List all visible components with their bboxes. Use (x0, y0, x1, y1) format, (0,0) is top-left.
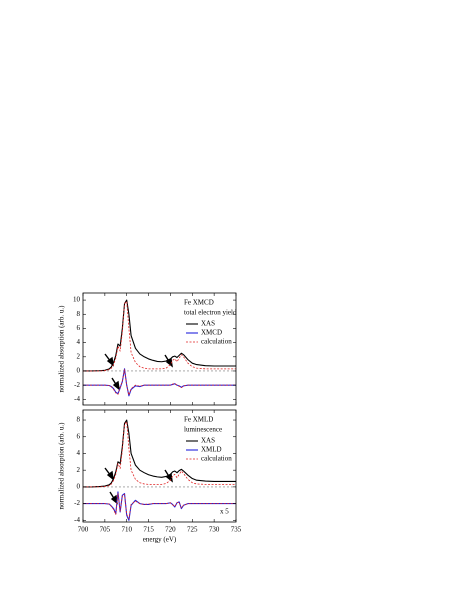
plot-frame (82, 292, 237, 406)
series-line (83, 421, 236, 488)
series-line (83, 419, 236, 488)
series-line (83, 491, 236, 521)
scale-note: x 5 (220, 508, 229, 516)
legend-label: calculation (201, 455, 232, 463)
x-tick-label: 720 (165, 526, 176, 534)
annotation: Fe XMCD (184, 299, 214, 307)
y-tick-label: 4 (77, 449, 81, 457)
y-axis-label: normalized absorption (arb. u.) (58, 422, 66, 510)
legend-label: calculation (201, 338, 232, 346)
y-tick-label: 6 (77, 324, 81, 332)
series-line (83, 369, 236, 396)
y-tick-label: 2 (77, 466, 81, 474)
y-tick-label: 2 (77, 352, 81, 360)
y-tick-label: 8 (77, 416, 81, 424)
legend-label: XAS (201, 437, 215, 445)
y-tick-label: 8 (77, 310, 81, 318)
series-line (83, 301, 236, 372)
series-line (83, 493, 236, 520)
x-axis-label: energy (eV) (143, 536, 177, 544)
y-tick-label: -4 (74, 395, 80, 403)
y-axis-label: normalized absorption (arb. u.) (58, 305, 66, 393)
y-tick-label: 10 (73, 296, 81, 304)
x-tick-label: 715 (143, 526, 154, 534)
arrow-head (106, 356, 114, 367)
y-tick-label: -2 (74, 499, 80, 507)
y-tick-label: -4 (74, 516, 80, 524)
x-tick-label: 725 (187, 526, 198, 534)
x-tick-label: 735 (231, 526, 242, 534)
y-tick-label: 4 (77, 338, 81, 346)
arrow-head (112, 380, 120, 391)
x-tick-label: 710 (121, 526, 132, 534)
annotation: luminescence (184, 426, 222, 434)
y-tick-label: -2 (74, 381, 80, 389)
y-tick-label: 0 (77, 367, 81, 375)
legend-label: XAS (201, 320, 215, 328)
y-tick-label: 6 (77, 432, 81, 440)
x-tick-label: 705 (100, 526, 111, 534)
x-tick-label: 700 (78, 526, 89, 534)
series-line (83, 368, 236, 397)
plot-frame (82, 409, 237, 523)
series-line (83, 299, 236, 372)
y-tick-label: 0 (77, 483, 81, 491)
annotation: total electron yield (184, 309, 237, 317)
x-tick-label: 730 (209, 526, 220, 534)
arrow-head (110, 494, 118, 505)
arrows (104, 353, 173, 505)
legend-label: XMCD (201, 329, 222, 337)
arrow-head (106, 470, 114, 481)
annotation: Fe XMLD (184, 416, 213, 424)
legend-label: XMLD (201, 446, 222, 454)
